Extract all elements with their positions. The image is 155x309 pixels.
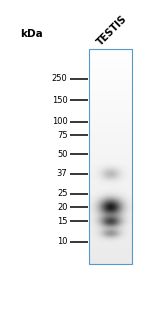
Text: 15: 15: [57, 217, 67, 226]
Text: TESTIS: TESTIS: [95, 14, 129, 48]
Text: 150: 150: [52, 95, 67, 105]
Bar: [89, 49, 132, 264]
Text: 75: 75: [57, 131, 67, 140]
Text: 20: 20: [57, 203, 67, 212]
Text: 25: 25: [57, 189, 67, 198]
Text: 37: 37: [57, 169, 67, 178]
Text: 50: 50: [57, 150, 67, 159]
Text: kDa: kDa: [21, 29, 43, 40]
Text: 250: 250: [52, 74, 67, 83]
Text: 100: 100: [52, 117, 67, 126]
Text: 10: 10: [57, 237, 67, 246]
